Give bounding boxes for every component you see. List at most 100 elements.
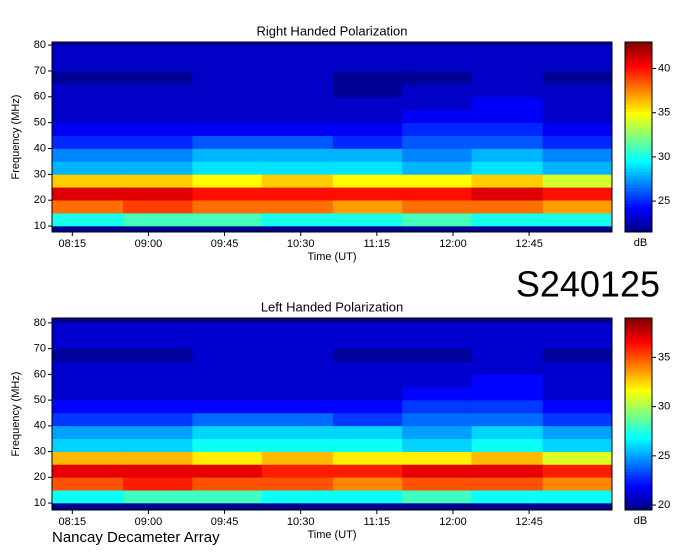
heat-cell — [471, 322, 543, 337]
heat-cell — [402, 464, 472, 478]
heat-cell — [402, 122, 472, 136]
heat-cell — [332, 400, 403, 414]
heat-cell — [123, 374, 193, 388]
colorbar-swatch — [625, 45, 652, 49]
colorbar-swatch — [625, 458, 652, 463]
heat-cell — [471, 374, 543, 388]
heat-cell — [542, 109, 613, 123]
colorbar-swatch — [625, 500, 652, 504]
heat-cell — [52, 70, 124, 85]
heat-cell — [542, 387, 613, 401]
colorbar-swatch — [625, 181, 652, 185]
heat-cell — [261, 451, 334, 465]
colorbar-swatch — [625, 401, 652, 405]
heat-cell — [402, 213, 472, 227]
chart-title: Left Handed Polarization — [261, 299, 403, 314]
colorbar-swatch — [625, 57, 652, 62]
heat-cell — [542, 425, 613, 440]
heat-cell — [261, 400, 334, 414]
heat-cell — [192, 174, 263, 188]
colorbar-swatch — [625, 152, 652, 157]
colorbar-swatch — [625, 159, 652, 163]
heat-cell — [402, 451, 472, 465]
heat-cell — [52, 213, 124, 227]
heat-cell — [542, 477, 613, 491]
colorbar-swatch — [625, 146, 652, 151]
colorbar-swatch — [625, 203, 652, 208]
heat-cell — [52, 335, 124, 349]
heat-cell — [192, 387, 263, 401]
heat-cell — [192, 477, 263, 491]
heat-cell — [123, 174, 193, 188]
colorbar-label: dB — [634, 237, 647, 249]
heat-cell — [542, 122, 613, 136]
heat-cell — [261, 490, 334, 504]
heat-cell — [332, 213, 403, 227]
heat-cell — [471, 425, 543, 440]
colorbar-label: dB — [634, 515, 647, 527]
heat-cell — [192, 322, 263, 337]
heat-cell — [123, 361, 193, 375]
colorbar-swatch — [625, 372, 652, 376]
heat-cell — [192, 96, 263, 111]
y-tick-label: 30 — [34, 168, 46, 180]
colorbar-swatch — [625, 54, 652, 59]
heat-cell — [192, 451, 263, 465]
colorbar-swatch — [625, 359, 652, 364]
event-id: S240125 — [516, 264, 660, 305]
x-tick-label: 12:00 — [439, 238, 467, 250]
x-tick-label: 09:00 — [135, 516, 163, 528]
heat-cell — [123, 200, 193, 214]
heat-cell — [261, 200, 334, 214]
colorbar-swatch — [625, 111, 652, 116]
colorbar-swatch — [625, 474, 652, 479]
heat-cell — [192, 83, 263, 98]
heat-cell — [261, 213, 334, 227]
colorbar-swatch — [625, 73, 652, 78]
colorbar-swatch — [625, 137, 652, 141]
heat-cell — [471, 438, 543, 452]
heat-cell — [542, 438, 613, 452]
y-tick-label: 70 — [34, 65, 46, 77]
heat-cell — [332, 200, 403, 214]
colorbar-swatch — [625, 86, 652, 90]
colorbar-swatch — [625, 375, 652, 380]
y-tick-label: 40 — [34, 420, 46, 432]
x-tick-label: 11:15 — [363, 516, 390, 528]
heat-cell — [471, 387, 543, 401]
heat-cell — [471, 412, 543, 427]
heat-cell — [123, 438, 193, 452]
heat-cell — [332, 322, 403, 337]
colorbar-swatch — [625, 414, 652, 418]
heat-cell — [471, 477, 543, 491]
heat-cell — [542, 58, 613, 72]
heat-cell — [402, 96, 472, 111]
colorbar-swatch — [625, 200, 652, 204]
plot-frame — [51, 41, 613, 233]
colorbar-swatch — [625, 321, 652, 325]
heat-cell — [332, 438, 403, 452]
x-tick-label: 08:15 — [59, 238, 87, 250]
colorbar-swatch — [625, 442, 652, 447]
colorbar-swatch — [625, 343, 652, 348]
heat-cell — [402, 322, 472, 337]
heat-cell — [192, 70, 263, 85]
colorbar-swatch — [625, 149, 652, 154]
heat-cell — [402, 400, 472, 414]
heat-cell — [542, 135, 613, 149]
heat-cell — [261, 135, 334, 149]
colorbar-swatch — [625, 378, 652, 383]
heat-cell — [332, 187, 403, 201]
y-tick-label: 20 — [34, 194, 46, 206]
colorbar-swatch — [625, 124, 652, 128]
heat-cell — [261, 348, 334, 362]
y-tick-label: 40 — [34, 142, 46, 154]
heat-cell — [192, 200, 263, 214]
heat-cell — [261, 96, 334, 111]
heat-cell — [542, 213, 613, 227]
heat-cell — [542, 70, 613, 85]
heat-cell — [471, 464, 543, 478]
heat-cell — [261, 70, 334, 85]
heat-cell — [52, 109, 124, 123]
colorbar-swatch — [625, 353, 652, 357]
